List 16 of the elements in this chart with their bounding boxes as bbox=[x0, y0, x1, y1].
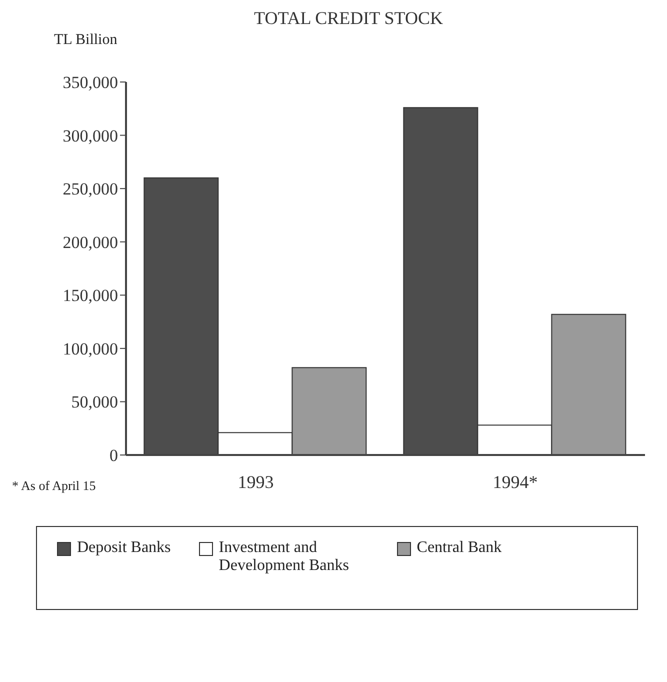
legend-label: Central Bank bbox=[416, 539, 502, 557]
y-tick-label: 50,000 bbox=[71, 392, 118, 412]
y-tick-label: 300,000 bbox=[62, 126, 118, 146]
legend-label: Investment and Development Banks bbox=[218, 539, 350, 575]
y-tick-label: 0 bbox=[110, 446, 118, 466]
y-axis-title: TL Billion bbox=[54, 32, 118, 49]
x-tick-label: 1994* bbox=[492, 472, 538, 492]
y-tick-label: 150,000 bbox=[62, 286, 118, 306]
y-tick-label: 100,000 bbox=[62, 339, 118, 358]
y-tick-label: 200,000 bbox=[62, 232, 118, 252]
legend-label: Deposit Banks bbox=[77, 539, 171, 557]
chart-title: TOTAL CREDIT STOCK bbox=[253, 8, 444, 30]
y-tick-label: 350,000 bbox=[62, 73, 118, 92]
text: * As of April 15 bbox=[12, 478, 96, 494]
x-tick-label: 1993 bbox=[238, 472, 274, 492]
y-tick-label: 250,000 bbox=[62, 180, 118, 199]
